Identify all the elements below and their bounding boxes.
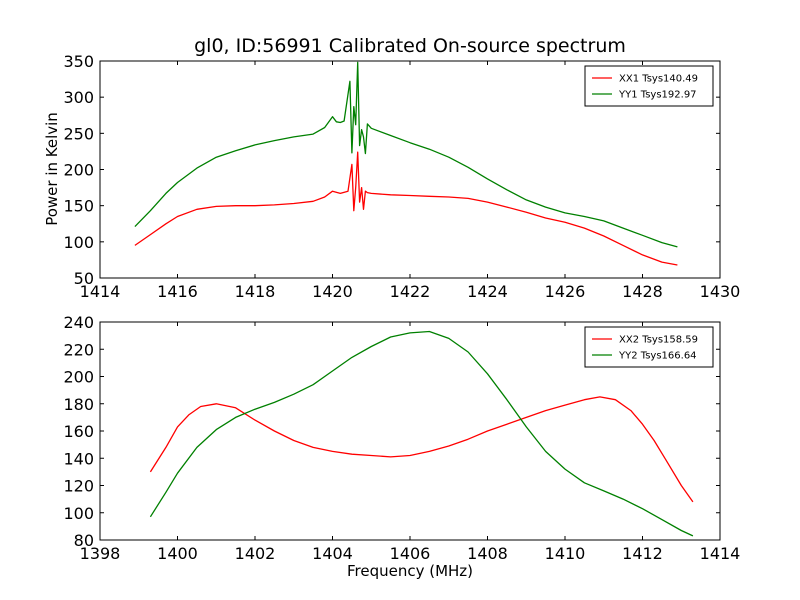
x-tick-label: 1426: [545, 282, 586, 301]
y-tick-label: 120: [63, 477, 94, 496]
series-line-1: [149, 396, 694, 503]
y-tick-label: 200: [63, 161, 94, 180]
legend: XX2 Tsys158.59 YY2 Tsys166.64: [584, 326, 714, 368]
y-axis-label: Power in Kelvin: [43, 112, 61, 226]
y-tick-label: 100: [63, 233, 94, 252]
x-tick-label: 1406: [390, 544, 431, 563]
x-tick-label: 1412: [622, 544, 663, 563]
x-tick-label: 1408: [467, 544, 508, 563]
series-line-1: [134, 151, 678, 266]
y-tick-label: 180: [63, 395, 94, 414]
x-tick-label: 1418: [235, 282, 276, 301]
series-line-2: [134, 61, 678, 248]
x-tick-label: 1414: [700, 544, 741, 563]
y-tick-label: 350: [63, 52, 94, 71]
bottom-plot: 1398 1400 1402 1404 1406 1408 1410 1412 1414 80 10…: [63, 313, 740, 563]
y-tick-label: 200: [63, 368, 94, 387]
x-tick-label: 1398: [80, 544, 121, 563]
y-tick-label: 220: [63, 340, 94, 359]
y-tick-label: 150: [63, 197, 94, 216]
x-tick-label: 1404: [312, 544, 353, 563]
x-tick-label: 1428: [622, 282, 663, 301]
x-tick-label: 1410: [545, 544, 586, 563]
y-tick-label: 50: [74, 269, 94, 288]
y-tick-label: 80: [74, 531, 94, 550]
x-tick-label: 1422: [390, 282, 431, 301]
legend-box: [584, 65, 714, 107]
y-tick-label: 160: [63, 422, 94, 441]
chart-title: gl0, ID:56991 Calibrated On-source spect…: [194, 35, 626, 57]
legend-label: XX1 Tsys140.49: [619, 74, 698, 85]
x-tick-label: 1424: [467, 282, 508, 301]
y-tick-label: 240: [63, 313, 94, 332]
x-tick-label: 1402: [235, 544, 276, 563]
x-tick-label: 1430: [700, 282, 741, 301]
y-tick-label: 250: [63, 124, 94, 143]
series-line-2: [149, 330, 694, 537]
y-tick-label: 100: [63, 504, 94, 523]
legend: XX1 Tsys140.49 YY1 Tsys192.97: [584, 65, 714, 107]
legend-label: YY2 Tsys166.64: [618, 351, 697, 362]
x-axis-label: Frequency (MHz): [347, 562, 473, 580]
legend-label: YY1 Tsys192.97: [618, 90, 697, 101]
x-tick-label: 1416: [157, 282, 198, 301]
x-tick-label: 1420: [312, 282, 353, 301]
legend-label: XX2 Tsys158.59: [619, 335, 698, 346]
legend-box: [584, 326, 714, 368]
y-tick-label: 140: [63, 449, 94, 468]
y-tick-label: 300: [63, 88, 94, 107]
x-tick-label: 1414: [80, 282, 121, 301]
top-plot: 1414 1416 1418 1420 1422 1424 1426 1428 1430 50 10…: [63, 52, 740, 301]
x-tick-label: 1400: [157, 544, 198, 563]
